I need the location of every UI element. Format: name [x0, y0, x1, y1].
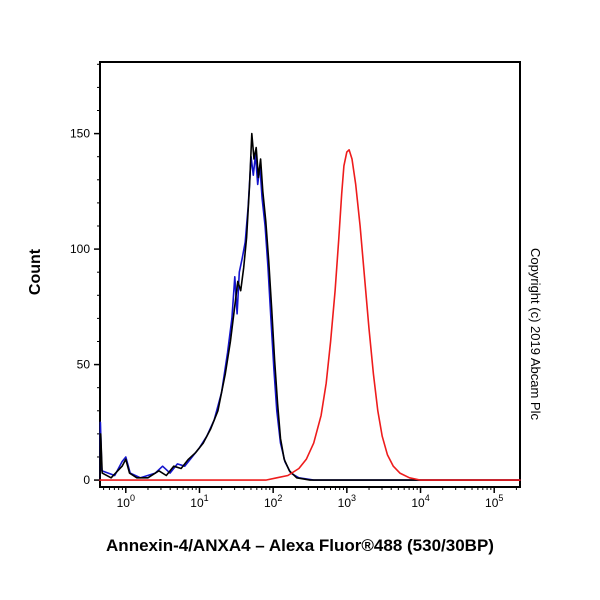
x-tick-label: 101	[190, 493, 208, 510]
y-axis-title: Count	[27, 248, 44, 296]
plot-frame	[99, 61, 521, 488]
x-tick-label: 103	[338, 493, 356, 510]
x-tick-label: 104	[411, 493, 429, 510]
y-tick-label: 100	[70, 242, 90, 256]
x-tick-label: 105	[485, 493, 503, 510]
y-tick-label: 150	[70, 127, 90, 141]
y-tick-label: 50	[77, 358, 91, 372]
x-tick-label: 102	[264, 493, 282, 510]
y-tick-label: 0	[83, 473, 90, 487]
figure-caption: Annexin-4/ANXA4 – Alexa Fluor®488 (530/3…	[106, 536, 494, 555]
copyright-text: Copyright (c) 2019 Abcam Plc	[528, 248, 543, 420]
black-curve	[99, 132, 521, 481]
blue-curve	[99, 153, 521, 481]
x-tick-label: 100	[117, 493, 135, 510]
red-curve	[99, 149, 521, 481]
